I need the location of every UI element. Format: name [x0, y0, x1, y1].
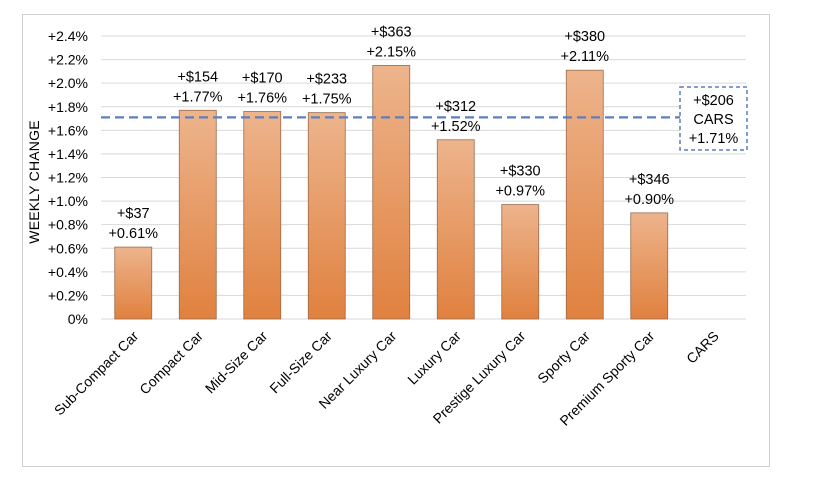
data-label-percent: +0.97% — [495, 184, 545, 200]
data-label-dollar: +$37 — [117, 206, 150, 222]
y-tick-label: 0% — [68, 311, 88, 327]
data-label-percent: +1.75% — [302, 92, 352, 108]
x-category-label: Mid-Size Car — [202, 328, 271, 397]
cars-name-label: CARS — [693, 112, 733, 128]
y-tick-label: +1.8% — [48, 99, 88, 115]
y-tick-label: +1.0% — [48, 193, 88, 209]
cars-percent-label: +1.71% — [689, 131, 739, 147]
reference-line-group: +$206 CARS +1.71% — [101, 86, 748, 151]
x-category-label: Sporty Car — [534, 328, 593, 387]
x-category-label: Luxury Car — [404, 328, 464, 388]
bar — [501, 204, 540, 320]
x-category-label: Compact Car — [136, 328, 206, 398]
data-label-dollar: +$154 — [177, 69, 218, 85]
y-tick-label: +2.2% — [48, 52, 88, 68]
bar — [630, 212, 669, 320]
data-label-percent: +1.77% — [173, 89, 223, 105]
y-tick-label: +0.8% — [48, 217, 88, 233]
data-label-percent: +1.52% — [431, 119, 481, 135]
bar — [178, 109, 217, 320]
y-axis-ticks: 0% +0.2% +0.4% +0.6% +0.8% +1.0% +1.2% +1.4% +1.… — [48, 28, 88, 327]
data-label-percent: +2.15% — [366, 44, 416, 60]
data-label-percent: +0.90% — [624, 192, 674, 208]
data-label-dollar: +$363 — [371, 24, 412, 40]
data-label-dollar: +$380 — [564, 29, 605, 45]
x-category-label: Full-Size Car — [266, 328, 335, 397]
y-tick-label: +1.6% — [48, 122, 88, 138]
y-tick-label: +0.2% — [48, 287, 88, 303]
y-tick-label: +2.0% — [48, 75, 88, 91]
data-label-percent: +0.61% — [108, 226, 158, 242]
bar — [436, 139, 475, 320]
bar — [372, 65, 411, 320]
y-tick-label: +1.2% — [48, 170, 88, 186]
data-label-dollar: +$233 — [306, 72, 347, 88]
data-label-dollar: +$170 — [242, 70, 283, 86]
cars-callout-box — [679, 86, 748, 151]
data-label-dollar: +$330 — [500, 164, 541, 180]
bars — [114, 65, 669, 320]
y-tick-label: +2.4% — [48, 28, 88, 44]
data-label-percent: +2.11% — [560, 49, 609, 65]
y-tick-label: +0.4% — [48, 264, 88, 280]
x-category-label: Sub-Compact Car — [51, 328, 142, 419]
x-category-label: CARS — [683, 328, 722, 367]
bar — [243, 111, 282, 320]
data-label-percent: +1.76% — [237, 90, 287, 106]
bar — [565, 69, 604, 320]
data-label-dollar: +$346 — [629, 172, 670, 188]
cars-dollar-label: +$206 — [693, 93, 734, 109]
data-labels: +$37 +0.61% +$154 +1.77% +$170 +1.76% +$233 +1.… — [108, 24, 674, 242]
bar — [114, 246, 153, 320]
bar — [307, 112, 346, 320]
y-axis-label: WEEKLY CHANGE — [26, 120, 42, 243]
y-tick-label: +0.6% — [48, 240, 88, 256]
y-tick-label: +1.4% — [48, 146, 88, 162]
data-label-dollar: +$312 — [435, 99, 476, 115]
